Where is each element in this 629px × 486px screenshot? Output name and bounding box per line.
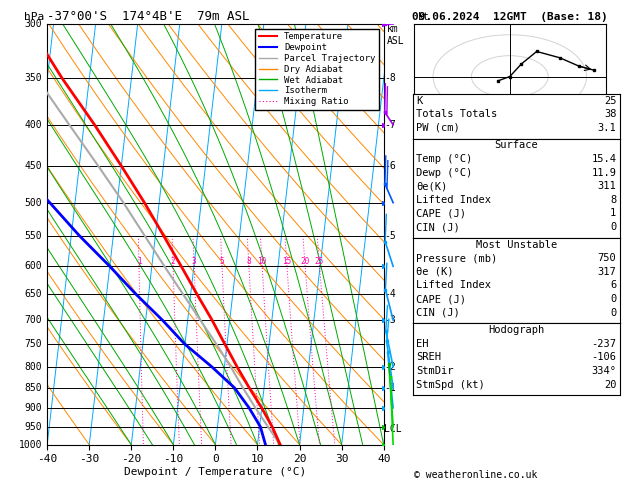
Text: Pressure (mb): Pressure (mb) — [416, 253, 498, 263]
Text: -2: -2 — [384, 362, 396, 372]
Text: 1: 1 — [136, 257, 142, 266]
Text: 15: 15 — [282, 257, 292, 266]
Text: Lifted Index: Lifted Index — [416, 195, 491, 205]
Text: 350: 350 — [25, 73, 42, 83]
Text: StmSpd (kt): StmSpd (kt) — [416, 380, 485, 390]
Text: -7: -7 — [384, 120, 396, 130]
Text: km
ASL: km ASL — [387, 24, 404, 46]
Text: 38: 38 — [604, 109, 616, 120]
Text: Surface: Surface — [494, 140, 538, 151]
Text: 900: 900 — [25, 403, 42, 413]
Text: θe (K): θe (K) — [416, 267, 454, 277]
Text: 2: 2 — [170, 257, 175, 266]
Text: Dewp (°C): Dewp (°C) — [416, 168, 472, 178]
Text: 6: 6 — [610, 280, 616, 291]
Text: Hodograph: Hodograph — [488, 325, 545, 335]
Text: 650: 650 — [25, 289, 42, 299]
Text: 0: 0 — [610, 294, 616, 304]
Text: -1: -1 — [384, 383, 396, 393]
Text: -3: -3 — [384, 315, 396, 325]
Text: hPa: hPa — [24, 12, 44, 22]
Text: -4: -4 — [384, 289, 396, 299]
Text: 5: 5 — [220, 257, 225, 266]
Text: StmDir: StmDir — [416, 366, 454, 376]
Text: 750: 750 — [25, 339, 42, 349]
Text: Lifted Index: Lifted Index — [416, 280, 491, 291]
Text: 3.1: 3.1 — [598, 123, 616, 133]
Text: 700: 700 — [25, 315, 42, 325]
Text: EH: EH — [416, 339, 429, 349]
Text: -106: -106 — [591, 352, 616, 363]
Text: 950: 950 — [25, 422, 42, 432]
Text: Most Unstable: Most Unstable — [476, 240, 557, 250]
Text: 0: 0 — [610, 222, 616, 232]
Text: 1: 1 — [610, 208, 616, 219]
Text: 300: 300 — [25, 19, 42, 29]
Text: Temp (°C): Temp (°C) — [416, 154, 472, 164]
Text: CAPE (J): CAPE (J) — [416, 208, 466, 219]
Legend: Temperature, Dewpoint, Parcel Trajectory, Dry Adiabat, Wet Adiabat, Isotherm, Mi: Temperature, Dewpoint, Parcel Trajectory… — [255, 29, 379, 110]
Text: -8: -8 — [384, 73, 396, 83]
Text: kt: kt — [418, 12, 430, 22]
Text: 25: 25 — [315, 257, 324, 266]
Text: 11.9: 11.9 — [591, 168, 616, 178]
Text: 334°: 334° — [591, 366, 616, 376]
Text: 0: 0 — [610, 308, 616, 318]
Text: Mixing Ratio (g/kg): Mixing Ratio (g/kg) — [416, 179, 426, 290]
Text: PW (cm): PW (cm) — [416, 123, 460, 133]
Text: Totals Totals: Totals Totals — [416, 109, 498, 120]
Text: CIN (J): CIN (J) — [416, 222, 460, 232]
Text: 20: 20 — [301, 257, 309, 266]
Text: -5: -5 — [384, 231, 396, 241]
Text: 600: 600 — [25, 261, 42, 271]
Text: 800: 800 — [25, 362, 42, 372]
Text: 10: 10 — [257, 257, 267, 266]
Text: 1000: 1000 — [19, 440, 42, 450]
Text: K: K — [416, 96, 423, 106]
Text: © weatheronline.co.uk: © weatheronline.co.uk — [414, 470, 537, 480]
Text: -237: -237 — [591, 339, 616, 349]
Text: 8: 8 — [610, 195, 616, 205]
Text: 20: 20 — [604, 380, 616, 390]
Text: 750: 750 — [598, 253, 616, 263]
Text: 450: 450 — [25, 161, 42, 171]
Text: 15.4: 15.4 — [591, 154, 616, 164]
Text: CAPE (J): CAPE (J) — [416, 294, 466, 304]
Text: 09.06.2024  12GMT  (Base: 18): 09.06.2024 12GMT (Base: 18) — [412, 12, 608, 22]
Text: 8: 8 — [247, 257, 251, 266]
Text: 500: 500 — [25, 198, 42, 208]
Text: θe(K): θe(K) — [416, 181, 448, 191]
Text: 3: 3 — [192, 257, 196, 266]
Text: 311: 311 — [598, 181, 616, 191]
Text: -37°00'S  174°4B'E  79m ASL: -37°00'S 174°4B'E 79m ASL — [47, 10, 250, 23]
Text: -6: -6 — [384, 161, 396, 171]
Text: LCL: LCL — [384, 424, 402, 434]
Text: 400: 400 — [25, 120, 42, 130]
Text: 550: 550 — [25, 231, 42, 241]
Text: 25: 25 — [604, 96, 616, 106]
Text: 850: 850 — [25, 383, 42, 393]
X-axis label: Dewpoint / Temperature (°C): Dewpoint / Temperature (°C) — [125, 467, 306, 477]
Text: CIN (J): CIN (J) — [416, 308, 460, 318]
Text: 317: 317 — [598, 267, 616, 277]
Text: SREH: SREH — [416, 352, 442, 363]
